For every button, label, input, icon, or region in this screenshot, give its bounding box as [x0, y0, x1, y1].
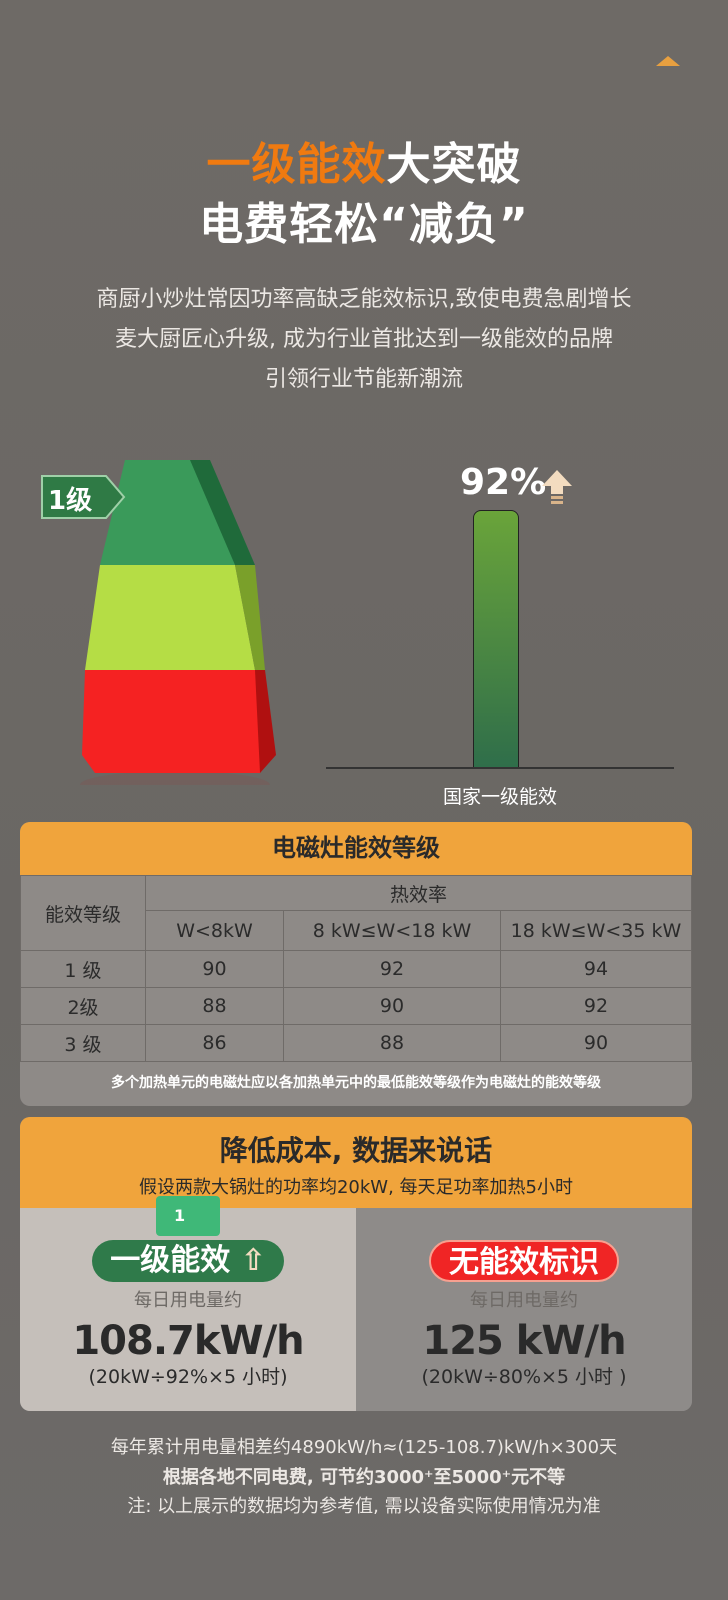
table-row: 1 级 90 92 94 — [20, 950, 692, 988]
no-label-badge: 无能效标识 — [429, 1240, 619, 1282]
daily-usage-label: 每日用电量约 — [470, 1290, 578, 1311]
cell: 3 级 — [20, 1024, 146, 1062]
cost-comparison-card: 降低成本, 数据来说话 假设两款大锅灶的功率均20kW, 每天足功率加热5小时 … — [20, 1117, 692, 1411]
cell: 92 — [283, 950, 501, 988]
up-arrow-icon — [542, 470, 572, 504]
usage-formula: (20kW÷92%×5 小时) — [88, 1366, 288, 1388]
level-1-box-icon: 1 — [156, 1196, 220, 1236]
row-header: 能效等级 — [20, 875, 146, 951]
table-row: 2级 88 90 92 — [20, 987, 692, 1025]
energy-level-pyramid — [80, 460, 276, 785]
efficiency-table-card: 电磁灶能效等级 能效等级 热效率 W<8kW 8 kW≤W<18 kW 18 kW≤W… — [20, 822, 692, 1106]
cell: 90 — [500, 1024, 692, 1062]
daily-usage-label: 每日用电量约 — [134, 1290, 242, 1311]
efficiency-table: 能效等级 热效率 W<8kW 8 kW≤W<18 kW 18 kW≤W<35 kW 1… — [20, 875, 692, 1062]
bar-caption: 国家一级能效 — [442, 786, 557, 808]
compare-subtitle: 假设两款大锅灶的功率均20kW, 每天足功率加热5小时 — [138, 1177, 574, 1198]
daily-usage-value: 125 kW/h — [422, 1318, 626, 1364]
table-row: 3 级 86 88 90 — [20, 1024, 692, 1062]
level-1-panel: 1 一级能效 ⇧ 每日用电量约 108.7kW/h (20kW÷92%×5 小时… — [20, 1196, 356, 1411]
column-header: 8 kW≤W<18 kW — [283, 910, 501, 951]
pyramid-level-2 — [85, 565, 255, 670]
scroll-top-chevron-icon[interactable] — [656, 56, 680, 66]
col-group-header: 热效率 — [145, 875, 692, 911]
cell: 2级 — [20, 987, 146, 1025]
daily-usage-value: 108.7kW/h — [72, 1318, 304, 1364]
title-highlight: 一级能效 — [206, 139, 387, 190]
cell: 94 — [500, 950, 692, 988]
cell: 86 — [145, 1024, 284, 1062]
efficiency-percent: 92% — [460, 462, 547, 503]
badge-label: 一级能效 — [110, 1243, 231, 1278]
footer-note: 注: 以上展示的数据均为参考值, 需以设备实际使用情况为准 — [127, 1496, 601, 1517]
cell: 90 — [145, 950, 284, 988]
page-subtitle: 电费轻松“减负” — [199, 199, 529, 250]
compare-title: 降低成本, 数据来说话 — [219, 1134, 493, 1167]
column-header: W<8kW — [145, 910, 284, 951]
page-title: 一级能效大突破 — [0, 128, 728, 192]
table-title: 电磁灶能效等级 — [20, 822, 692, 875]
cell: 88 — [145, 987, 284, 1025]
level-label: 1级 — [48, 486, 93, 516]
level-1-tag: 1级 — [40, 474, 126, 520]
column-header: 18 kW≤W<35 kW — [500, 910, 692, 951]
up-arrow-icon: ⇧ — [240, 1243, 266, 1278]
usage-formula: (20kW÷80%×5 小时 ) — [421, 1366, 627, 1388]
pyramid-level-3 — [82, 670, 275, 773]
description-line: 商厨小炒灶常因功率高缺乏能效标识,致使电费急剧增长 — [96, 287, 632, 312]
footer-line: 根据各地不同电费, 可节约3000⁺至5000⁺元不等 — [162, 1467, 566, 1488]
level-1-badge: 一级能效 ⇧ — [92, 1240, 284, 1282]
cell: 88 — [283, 1024, 501, 1062]
footer-line: 每年累计用电量相差约4890kW/h≈(125-108.7)kW/h×300天 — [110, 1437, 618, 1458]
chart-baseline — [326, 767, 674, 769]
title-rest: 大突破 — [386, 139, 522, 190]
description-line: 引领行业节能新潮流 — [264, 367, 463, 392]
cell: 1 级 — [20, 950, 146, 988]
no-label-panel: 无能效标识 每日用电量约 125 kW/h (20kW÷80%×5 小时 ) — [356, 1208, 692, 1411]
description: 商厨小炒灶常因功率高缺乏能效标识,致使电费急剧增长 麦大厨匠心升级, 成为行业首… — [0, 280, 728, 400]
cell: 92 — [500, 987, 692, 1025]
table-note: 多个加热单元的电磁灶应以各加热单元中的最低能效等级作为电磁灶的能效等级 — [111, 1075, 601, 1091]
description-line: 麦大厨匠心升级, 成为行业首批达到一级能效的品牌 — [115, 327, 613, 352]
cell: 90 — [283, 987, 501, 1025]
efficiency-bar — [473, 510, 519, 768]
